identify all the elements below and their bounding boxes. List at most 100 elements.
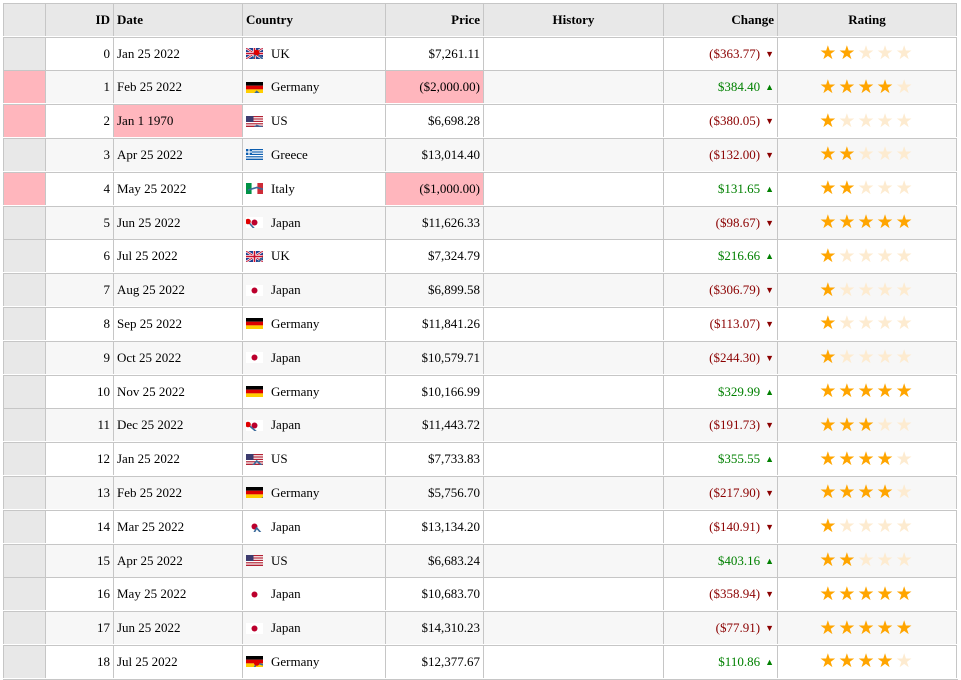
star-icon[interactable]: ★ xyxy=(819,143,838,165)
cell-id[interactable]: 15 xyxy=(45,544,113,577)
star-rating[interactable]: ★★★★★ xyxy=(819,213,914,232)
cell-rating[interactable]: ★★★★★ xyxy=(777,172,957,205)
row-header-cell[interactable] xyxy=(3,172,45,205)
cell-history[interactable] xyxy=(483,172,663,205)
star-icon[interactable]: ★ xyxy=(877,617,896,639)
cell-country[interactable]: Germany xyxy=(242,476,385,509)
cell-change[interactable]: $131.65▲ xyxy=(663,172,777,205)
cell-id[interactable]: 7 xyxy=(45,273,113,306)
star-icon[interactable]: ★ xyxy=(896,481,915,503)
cell-country[interactable]: UK xyxy=(242,37,385,70)
star-icon[interactable]: ★ xyxy=(819,448,838,470)
cell-country[interactable]: Japan xyxy=(242,273,385,306)
column-header-country[interactable]: Country xyxy=(242,3,385,36)
star-icon[interactable]: ★ xyxy=(896,549,915,571)
cell-date[interactable]: Mar 25 2022 xyxy=(113,510,242,543)
cell-country[interactable]: Japan xyxy=(242,577,385,610)
cell-country[interactable]: Japan xyxy=(242,611,385,644)
cell-id[interactable]: 5 xyxy=(45,206,113,239)
star-rating[interactable]: ★★★★★ xyxy=(819,179,914,198)
cell-date[interactable]: Apr 25 2022 xyxy=(113,138,242,171)
star-rating[interactable]: ★★★★★ xyxy=(819,551,914,570)
star-icon[interactable]: ★ xyxy=(838,650,857,672)
cell-price[interactable]: $13,014.40 xyxy=(385,138,483,171)
cell-rating[interactable]: ★★★★★ xyxy=(777,442,957,475)
cell-date[interactable]: Feb 25 2022 xyxy=(113,476,242,509)
star-icon[interactable]: ★ xyxy=(877,515,896,537)
star-icon[interactable]: ★ xyxy=(877,211,896,233)
cell-price[interactable]: $12,377.67 xyxy=(385,645,483,678)
star-icon[interactable]: ★ xyxy=(838,414,857,436)
cell-id[interactable]: 10 xyxy=(45,375,113,408)
star-icon[interactable]: ★ xyxy=(857,177,876,199)
cell-country[interactable]: Germany xyxy=(242,70,385,103)
cell-price[interactable]: ($2,000.00) xyxy=(385,70,483,103)
cell-change[interactable]: $403.16▲ xyxy=(663,544,777,577)
star-icon[interactable]: ★ xyxy=(819,279,838,301)
star-icon[interactable]: ★ xyxy=(896,211,915,233)
star-icon[interactable]: ★ xyxy=(896,42,915,64)
star-rating[interactable]: ★★★★★ xyxy=(819,450,914,469)
star-icon[interactable]: ★ xyxy=(819,650,838,672)
star-icon[interactable]: ★ xyxy=(877,110,896,132)
star-icon[interactable]: ★ xyxy=(819,481,838,503)
cell-date[interactable]: Jun 25 2022 xyxy=(113,611,242,644)
star-rating[interactable]: ★★★★★ xyxy=(819,382,914,401)
star-icon[interactable]: ★ xyxy=(838,481,857,503)
star-icon[interactable]: ★ xyxy=(877,549,896,571)
row-header-cell[interactable] xyxy=(3,206,45,239)
cell-rating[interactable]: ★★★★★ xyxy=(777,273,957,306)
star-icon[interactable]: ★ xyxy=(838,279,857,301)
cell-price[interactable]: ($1,000.00) xyxy=(385,172,483,205)
column-header-price[interactable]: Price xyxy=(385,3,483,36)
row-header-cell[interactable] xyxy=(3,239,45,272)
star-icon[interactable]: ★ xyxy=(896,617,915,639)
star-icon[interactable]: ★ xyxy=(838,143,857,165)
row-header-cell[interactable] xyxy=(3,645,45,678)
cell-change[interactable]: ($217.90)▼ xyxy=(663,476,777,509)
row-header-cell[interactable] xyxy=(3,544,45,577)
cell-change[interactable]: ($191.73)▼ xyxy=(663,408,777,441)
cell-country[interactable]: US xyxy=(242,104,385,137)
star-icon[interactable]: ★ xyxy=(838,617,857,639)
star-icon[interactable]: ★ xyxy=(896,515,915,537)
star-rating[interactable]: ★★★★★ xyxy=(819,281,914,300)
cell-rating[interactable]: ★★★★★ xyxy=(777,645,957,678)
star-icon[interactable]: ★ xyxy=(857,76,876,98)
star-icon[interactable]: ★ xyxy=(838,42,857,64)
star-icon[interactable]: ★ xyxy=(819,76,838,98)
cell-date[interactable]: Sep 25 2022 xyxy=(113,307,242,340)
row-header-cell[interactable] xyxy=(3,37,45,70)
star-rating[interactable]: ★★★★★ xyxy=(819,348,914,367)
star-icon[interactable]: ★ xyxy=(877,312,896,334)
cell-history[interactable] xyxy=(483,104,663,137)
star-icon[interactable]: ★ xyxy=(819,42,838,64)
cell-price[interactable]: $13,134.20 xyxy=(385,510,483,543)
cell-history[interactable] xyxy=(483,70,663,103)
star-icon[interactable]: ★ xyxy=(877,42,896,64)
star-rating[interactable]: ★★★★★ xyxy=(819,112,914,131)
column-header-rating[interactable]: Rating xyxy=(777,3,957,36)
row-header-cell[interactable] xyxy=(3,104,45,137)
cell-date[interactable]: Jan 1 1970 xyxy=(113,104,242,137)
row-header-cell[interactable] xyxy=(3,375,45,408)
cell-id[interactable]: 13 xyxy=(45,476,113,509)
column-header-change[interactable]: Change xyxy=(663,3,777,36)
star-rating[interactable]: ★★★★★ xyxy=(819,44,914,63)
star-icon[interactable]: ★ xyxy=(896,448,915,470)
cell-id[interactable]: 9 xyxy=(45,341,113,374)
cell-id[interactable]: 11 xyxy=(45,408,113,441)
cell-change[interactable]: ($113.07)▼ xyxy=(663,307,777,340)
cell-country[interactable]: Japan xyxy=(242,341,385,374)
cell-history[interactable] xyxy=(483,611,663,644)
cell-price[interactable]: $11,626.33 xyxy=(385,206,483,239)
